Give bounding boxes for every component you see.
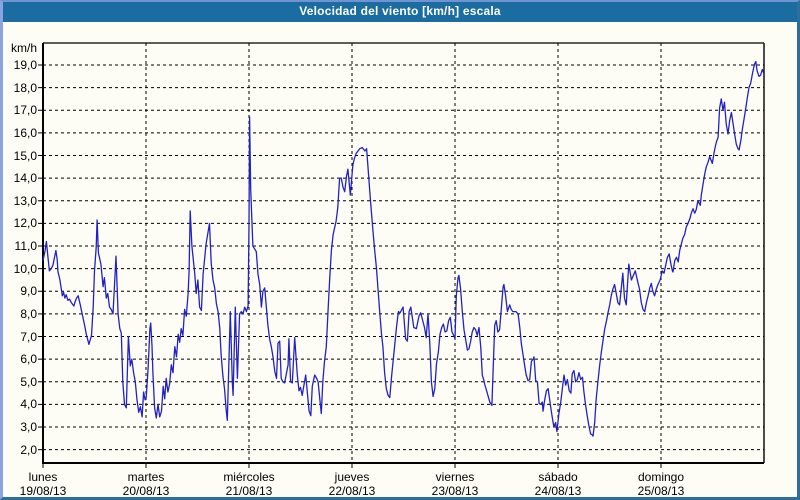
day-label-jueves: jueves 22/08/13 (301, 470, 403, 498)
day-label-lunes: lunes 19/08/13 (3, 470, 94, 498)
y-tick-label: 15,0 (13, 148, 37, 163)
y-tick-label: 5,0 (20, 374, 37, 389)
y-tick-label: 8,0 (20, 306, 37, 321)
y-tick-label: 16,0 (13, 125, 37, 140)
chart-area: km/h 19,0 18,0 17,0 16,0 15,0 14,0 13,0 12,0 11,… (3, 2, 797, 497)
day-date: 25/08/13 (637, 484, 685, 498)
day-name: miércoles (223, 470, 275, 484)
y-tick-label: 7,0 (20, 329, 37, 344)
day-name: viernes (435, 470, 475, 484)
y-tick-label: 17,0 (13, 103, 37, 118)
y-tick-label: 9,0 (20, 284, 37, 299)
day-date: 24/08/13 (534, 484, 582, 498)
day-label-sábado: sábado 24/08/13 (507, 470, 609, 498)
y-tick-label: 11,0 (14, 239, 37, 254)
day-label-martes: martes 20/08/13 (95, 470, 197, 498)
day-name: sábado (538, 470, 578, 484)
y-tick-label: 12,0 (13, 216, 37, 231)
y-tick-label: 4,0 (20, 397, 37, 412)
y-tick-label: 18,0 (13, 80, 37, 95)
day-label-domingo: domingo 25/08/13 (610, 470, 712, 498)
day-label-miércoles: miércoles 21/08/13 (198, 470, 300, 498)
y-tick-label: 13,0 (13, 193, 37, 208)
y-axis-unit-label: km/h (10, 41, 37, 55)
y-tick-label: 2,0 (20, 442, 37, 457)
title-bar: Velocidad del viento [km/h] escala (3, 2, 797, 22)
day-name: martes (127, 470, 165, 484)
y-tick-label: 14,0 (13, 171, 37, 186)
day-date: 23/08/13 (431, 484, 479, 498)
day-date: 20/08/13 (122, 484, 170, 498)
day-date: 21/08/13 (225, 484, 273, 498)
chart-title: Velocidad del viento [km/h] escala (299, 4, 501, 18)
day-label-viernes: viernes 23/08/13 (404, 470, 506, 498)
day-date: 22/08/13 (328, 484, 376, 498)
y-tick-label: 3,0 (20, 420, 37, 435)
day-date: 19/08/13 (19, 484, 67, 498)
day-name: jueves (334, 470, 370, 484)
day-name: domingo (637, 470, 685, 484)
day-name: lunes (28, 470, 58, 484)
y-tick-label: 6,0 (20, 352, 37, 367)
y-tick-label: 19,0 (13, 58, 37, 72)
plot-svg (38, 42, 765, 468)
wind-speed-line (42, 60, 765, 437)
y-tick-label: 10,0 (13, 261, 37, 276)
